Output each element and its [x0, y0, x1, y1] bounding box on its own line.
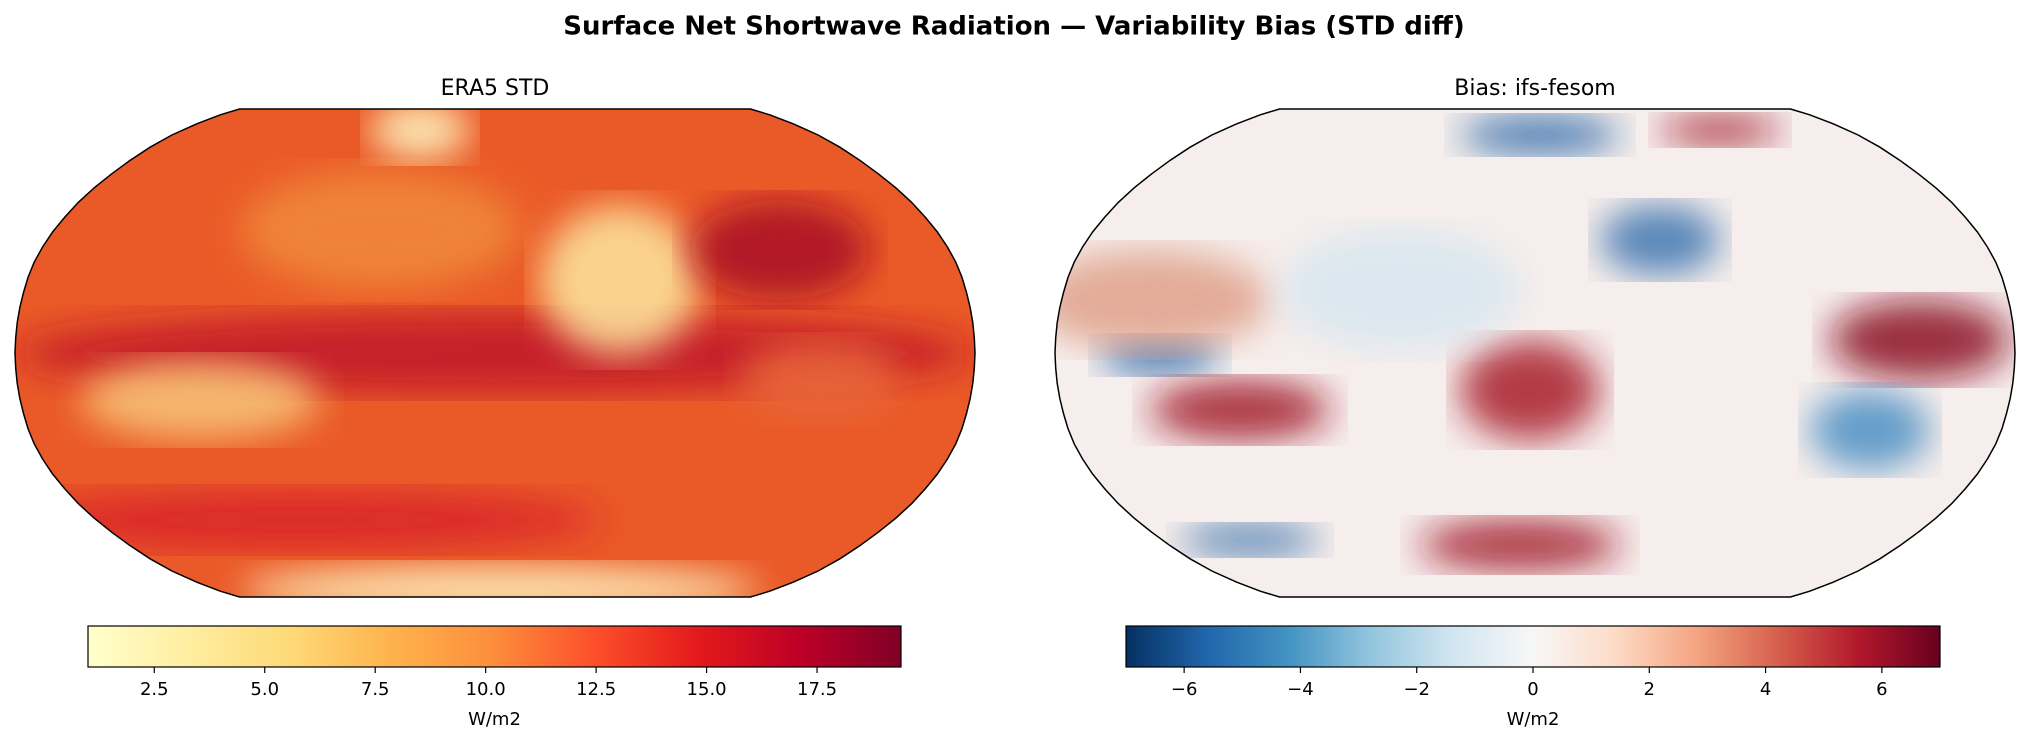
colorbar-tick-label: 12.5: [576, 679, 616, 700]
map-pattern: [1460, 340, 1600, 440]
panel-title: Bias: ifs-fesom: [1454, 76, 1615, 101]
figure-title: Surface Net Shortwave Radiation — Variab…: [563, 12, 1464, 42]
colorbar-tick-label: 10.0: [466, 679, 506, 700]
map-pattern: [240, 565, 760, 597]
map-pattern: [1280, 230, 1520, 350]
map-pattern: [1660, 115, 1780, 145]
colorbar-tick-label: 2.5: [140, 679, 169, 700]
colorbar-label: W/m2: [1507, 709, 1560, 730]
colorbar-tick-label: 2: [1644, 679, 1655, 700]
map-pattern: [1180, 525, 1320, 555]
map-pattern: [1600, 205, 1720, 275]
map-pattern: [540, 205, 700, 355]
colorbar-tick-label: −2: [1403, 679, 1430, 700]
map-pattern: [690, 200, 870, 300]
colorbar-tick-label: 15.0: [687, 679, 727, 700]
map-pattern: [1830, 300, 2010, 380]
colorbar-label: W/m2: [468, 709, 521, 730]
colorbar-tick-label: 5.0: [250, 679, 279, 700]
map-field: [1055, 109, 2015, 597]
map-pattern: [1150, 380, 1330, 440]
map-pattern: [1460, 117, 1620, 153]
colorbar-tick-label: 6: [1876, 679, 1887, 700]
map-pattern: [15, 490, 600, 550]
colorbar: [1125, 625, 1941, 668]
map-pattern: [1055, 250, 1270, 350]
panel-title: ERA5 STD: [441, 76, 550, 101]
map-field: [15, 109, 975, 597]
colorbar-tick-label: 4: [1760, 679, 1771, 700]
map-pattern: [370, 109, 470, 160]
map-pattern: [240, 170, 520, 290]
map-pattern: [1810, 390, 1930, 470]
colorbar-tick-label: −4: [1287, 679, 1314, 700]
colorbar-tick-label: −6: [1171, 679, 1198, 700]
colorbar-tick-label: 17.5: [797, 679, 837, 700]
map-pattern: [80, 360, 320, 440]
map-outline: [1054, 108, 2016, 598]
map-pattern: [1420, 520, 1620, 570]
colorbar: [87, 625, 902, 668]
map-outline: [14, 108, 976, 598]
map-pattern: [740, 340, 900, 420]
colorbar-tick-label: 0: [1527, 679, 1538, 700]
colorbar-tick-label: 7.5: [361, 679, 390, 700]
